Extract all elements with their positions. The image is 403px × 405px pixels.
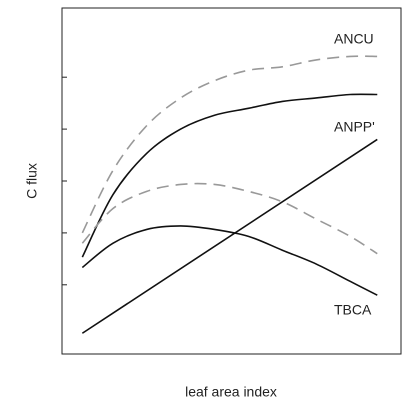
series-line [81,93,378,258]
series-line [81,225,378,296]
series-line [81,55,378,234]
annotation: ANCU [334,31,374,47]
series-line [81,138,378,334]
series-line [81,182,378,255]
x-axis-label: leaf area index [185,384,277,400]
annotation: ANPP' [334,119,375,135]
y-axis-label: C flux [24,163,40,199]
annotation: TBCA [334,302,372,318]
